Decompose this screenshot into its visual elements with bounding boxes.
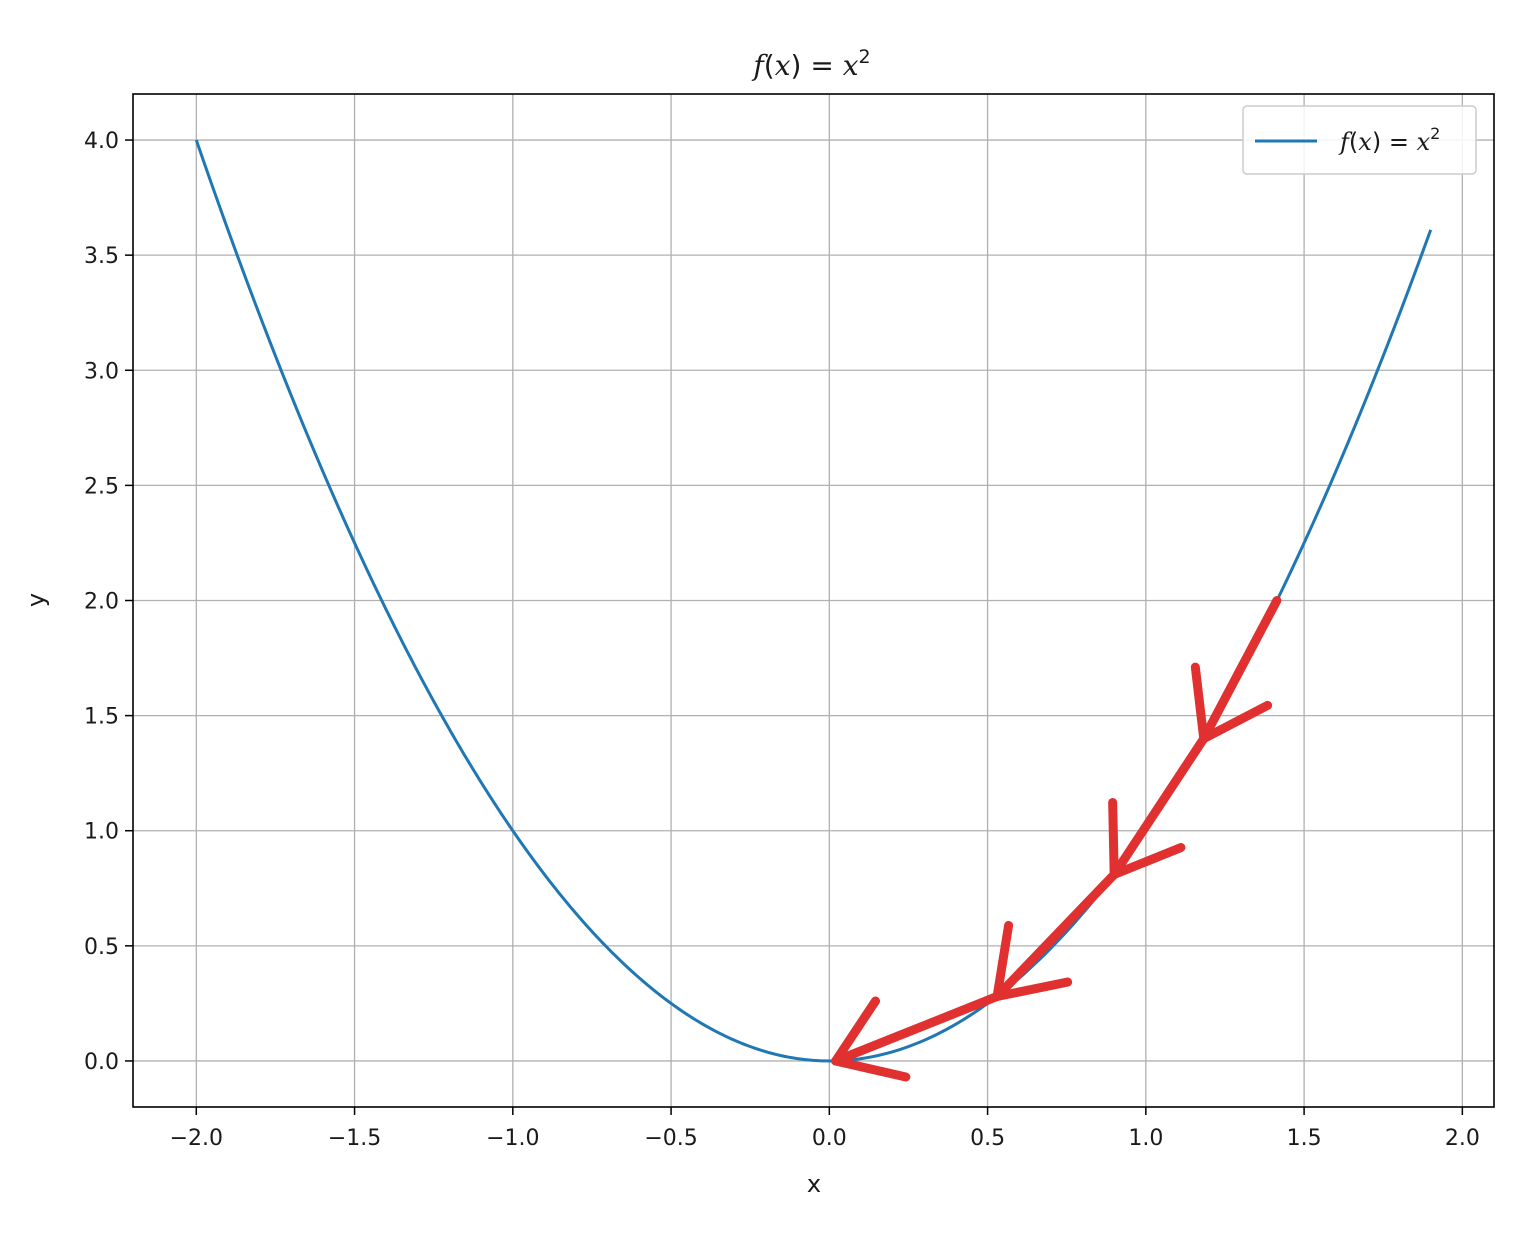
- arrow-head-stroke: [831, 1056, 911, 1082]
- arrow: [831, 991, 1002, 1082]
- arrow-head-stroke: [1109, 843, 1186, 879]
- x-tick-label: 1.5: [1287, 1126, 1322, 1151]
- x-tick-label: −0.5: [644, 1126, 697, 1151]
- legend-var: x: [1358, 128, 1372, 156]
- y-tick-label: 0.0: [84, 1050, 119, 1075]
- y-tick-label: 2.0: [84, 590, 119, 615]
- arrow-shaft: [992, 869, 1119, 1001]
- y-tick-label: 1.5: [84, 705, 119, 730]
- legend-exponent: 2: [1430, 124, 1440, 143]
- arrow-head-stroke: [1108, 797, 1119, 879]
- arrow-shaft: [1109, 734, 1209, 879]
- title-close: ): [791, 49, 802, 82]
- chart-title: f(x) = x2: [751, 46, 870, 82]
- x-axis-ticks: −2.0 −1.5 −1.0 −0.5 0.0 0.5 1.0 1.5 2.0: [170, 1107, 1480, 1151]
- arrow: [992, 869, 1119, 1001]
- x-tick-label: 1.0: [1128, 1126, 1163, 1151]
- arrow: [1190, 596, 1282, 744]
- y-tick-label: 1.0: [84, 820, 119, 845]
- legend: f(x) = x2: [1242, 105, 1477, 175]
- y-tick-label: 3.0: [84, 359, 119, 384]
- legend-base: x: [1417, 128, 1431, 156]
- legend-entry-label: f(x) = x2: [1338, 124, 1440, 156]
- grid-lines: [133, 94, 1494, 1107]
- y-axis-ticks: 0.0 0.5 1.0 1.5 2.0 2.5 3.0 3.5 4.0: [84, 129, 133, 1075]
- legend-close: ): [1372, 128, 1381, 156]
- legend-box: [1242, 105, 1477, 175]
- y-tick-label: 4.0: [84, 129, 119, 154]
- y-tick-label: 3.5: [84, 244, 119, 269]
- legend-equals: =: [1381, 128, 1416, 156]
- arrow-head-stroke: [1190, 662, 1209, 744]
- title-exponent: 2: [859, 46, 871, 68]
- x-tick-label: 0.5: [970, 1126, 1005, 1151]
- y-tick-label: 0.5: [84, 935, 119, 960]
- legend-open: (: [1349, 128, 1358, 156]
- arrow-shaft: [831, 991, 1002, 1066]
- y-axis-label: y: [22, 593, 50, 607]
- arrow-head-stroke: [992, 920, 1014, 1001]
- arrow-head-stroke: [1199, 700, 1273, 744]
- title-equals: =: [801, 49, 842, 82]
- y-tick-label: 2.5: [84, 474, 119, 499]
- title-var: x: [775, 49, 791, 82]
- arrow: [1108, 734, 1209, 879]
- x-tick-label: −2.0: [170, 1126, 223, 1151]
- title-open: (: [764, 49, 775, 82]
- arrow-head-stroke: [992, 977, 1073, 1001]
- x-tick-label: −1.5: [328, 1126, 381, 1151]
- title-base: x: [843, 49, 859, 82]
- gradient-descent-arrows: [831, 596, 1282, 1082]
- x-axis-label: x: [807, 1170, 821, 1198]
- x-tick-label: −1.0: [486, 1126, 539, 1151]
- x-tick-label: 0.0: [812, 1126, 847, 1151]
- arrow-shaft: [1199, 596, 1282, 744]
- x-tick-label: 2.0: [1445, 1126, 1480, 1151]
- arrow-head-stroke: [831, 996, 881, 1066]
